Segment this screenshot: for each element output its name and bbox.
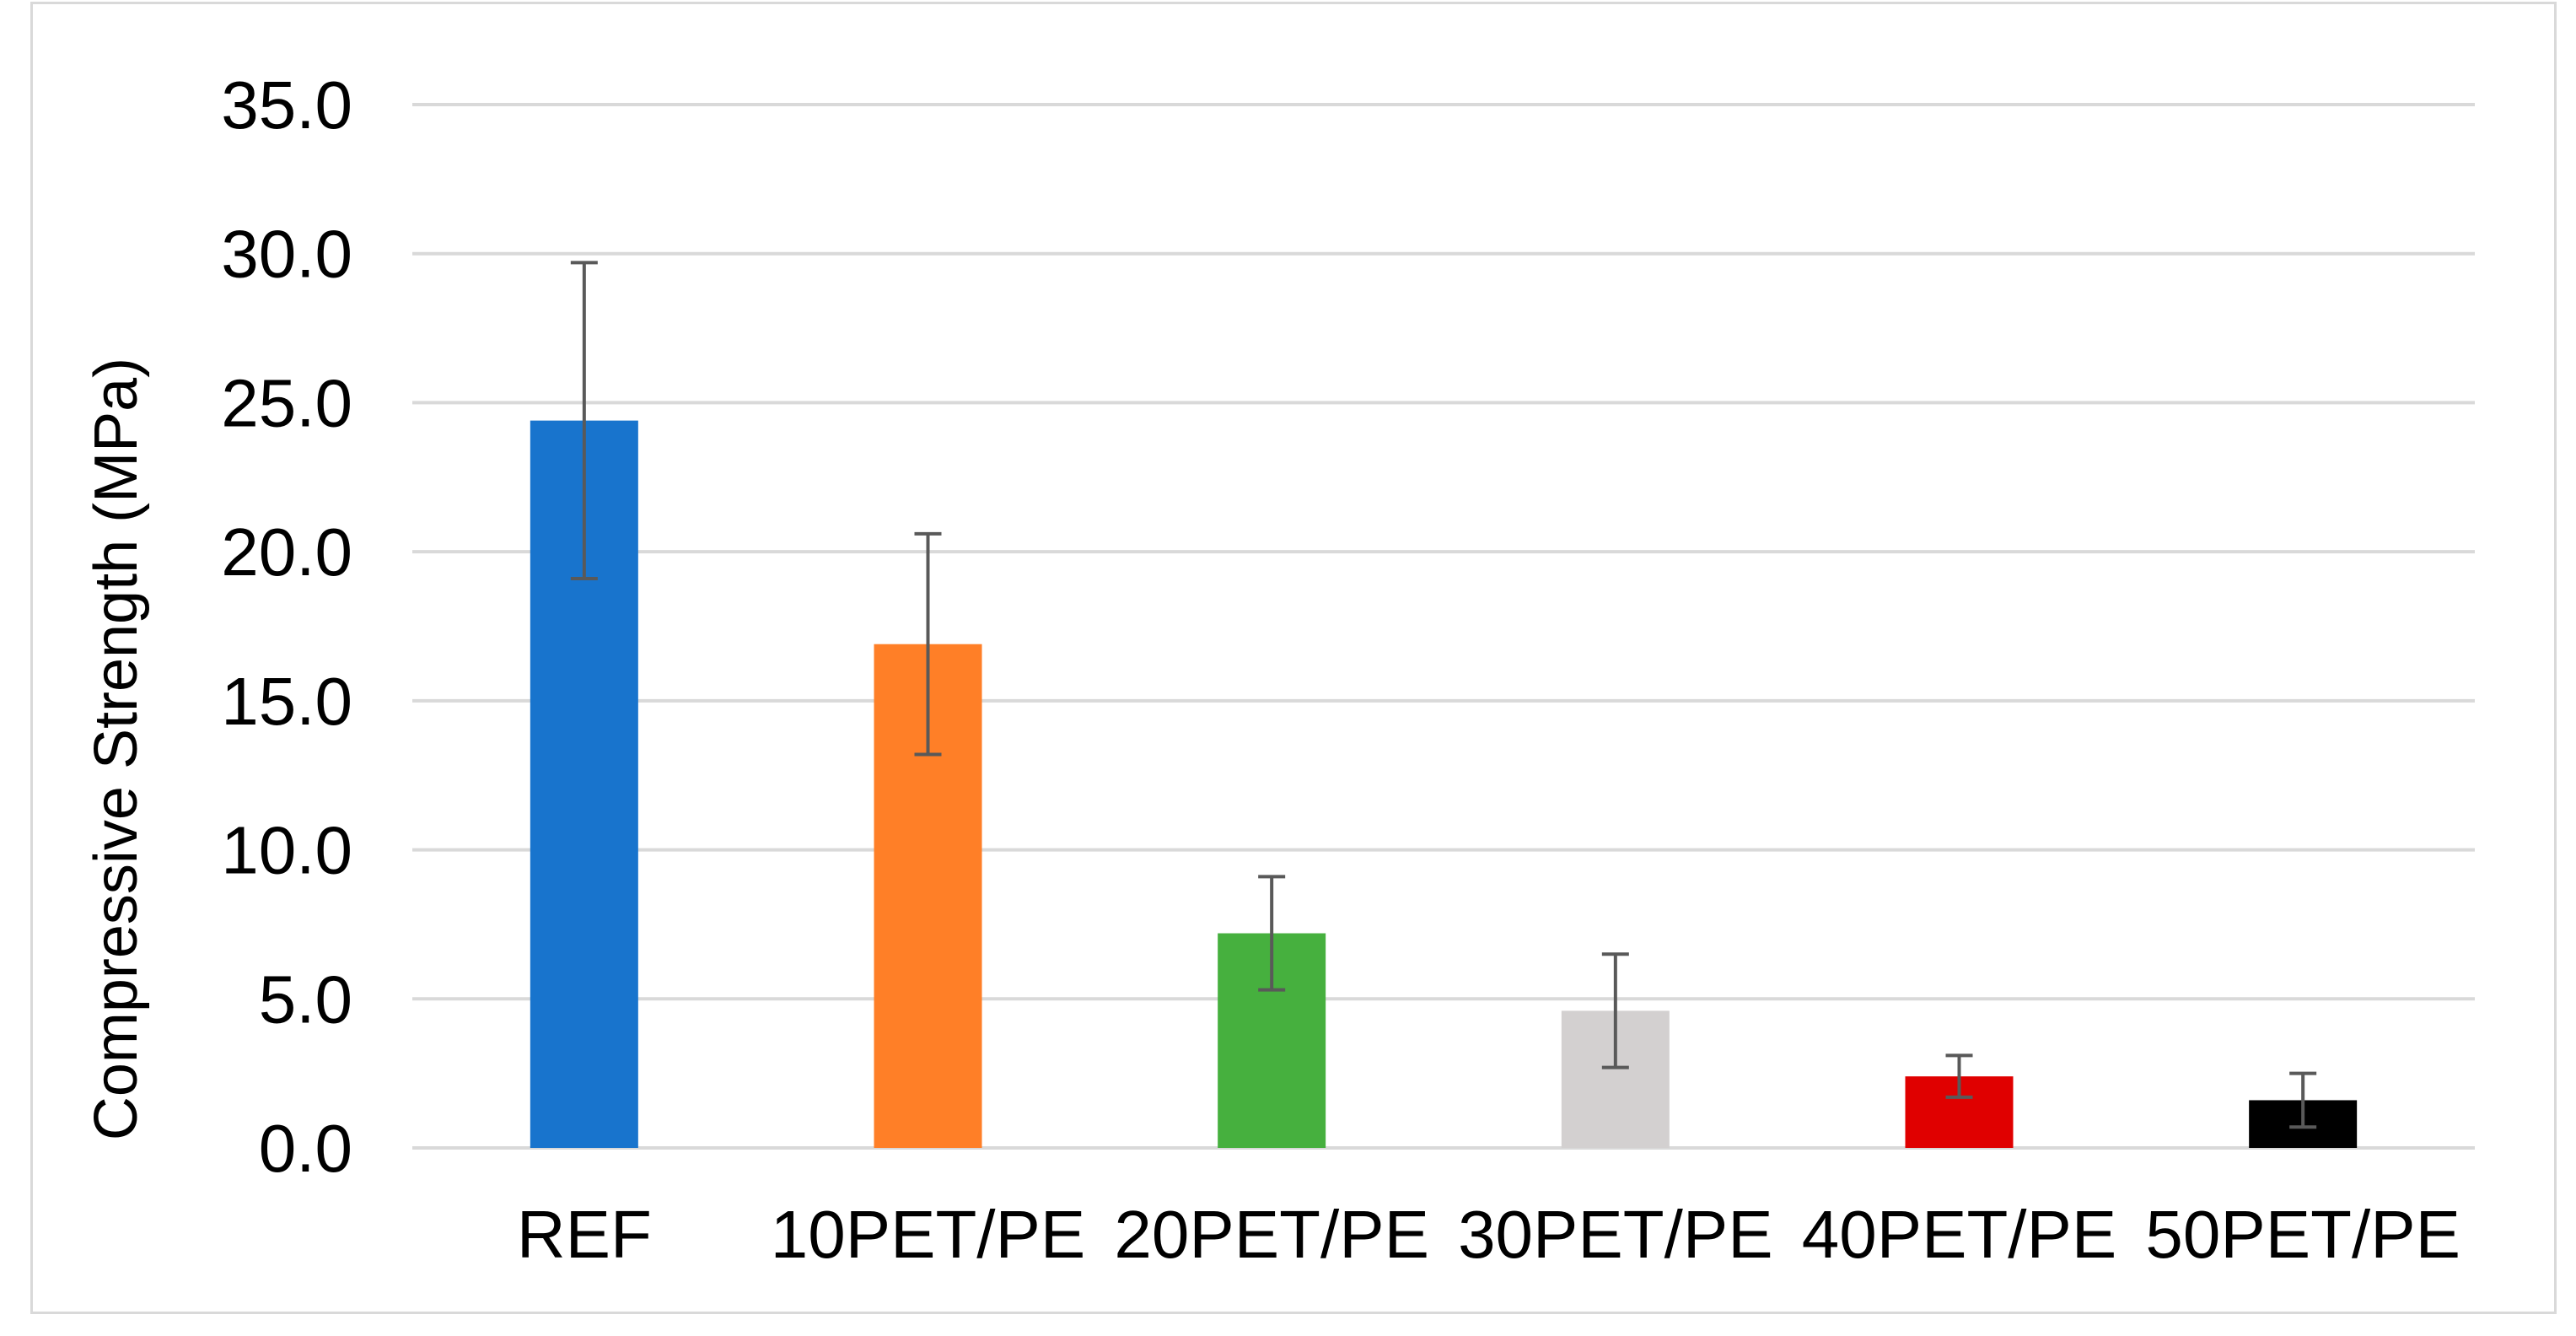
y-axis-ticks: 0.0 5.0 10.0 15.0 20.0 25.0 30.0 35.0 xyxy=(221,67,352,1186)
error-bars xyxy=(570,261,2317,1129)
x-axis-ticks: REF 10PET/PE 20PET/PE 30PET/PE 40PET/PE 50PET… xyxy=(517,1197,2460,1272)
bars xyxy=(530,420,2358,1148)
y-tick-label: 0.0 xyxy=(259,1111,352,1186)
x-tick-label: 10PET/PE xyxy=(771,1197,1086,1272)
y-tick-label: 35.0 xyxy=(221,67,352,143)
y-tick-label: 25.0 xyxy=(221,365,352,440)
x-tick-label: 40PET/PE xyxy=(1802,1197,2117,1272)
x-tick-label: 50PET/PE xyxy=(2145,1197,2460,1272)
x-tick-label: 30PET/PE xyxy=(1458,1197,1773,1272)
x-tick-label: REF xyxy=(517,1197,652,1272)
y-tick-label: 20.0 xyxy=(221,514,352,590)
y-tick-label: 15.0 xyxy=(221,664,352,739)
x-tick-label: 20PET/PE xyxy=(1114,1197,1429,1272)
y-axis-title: Compressive Strength (MPa) xyxy=(83,358,150,1140)
y-tick-label: 10.0 xyxy=(221,813,352,888)
gridlines xyxy=(412,103,2475,1150)
y-tick-label: 30.0 xyxy=(221,217,352,292)
y-tick-label: 5.0 xyxy=(259,962,352,1037)
